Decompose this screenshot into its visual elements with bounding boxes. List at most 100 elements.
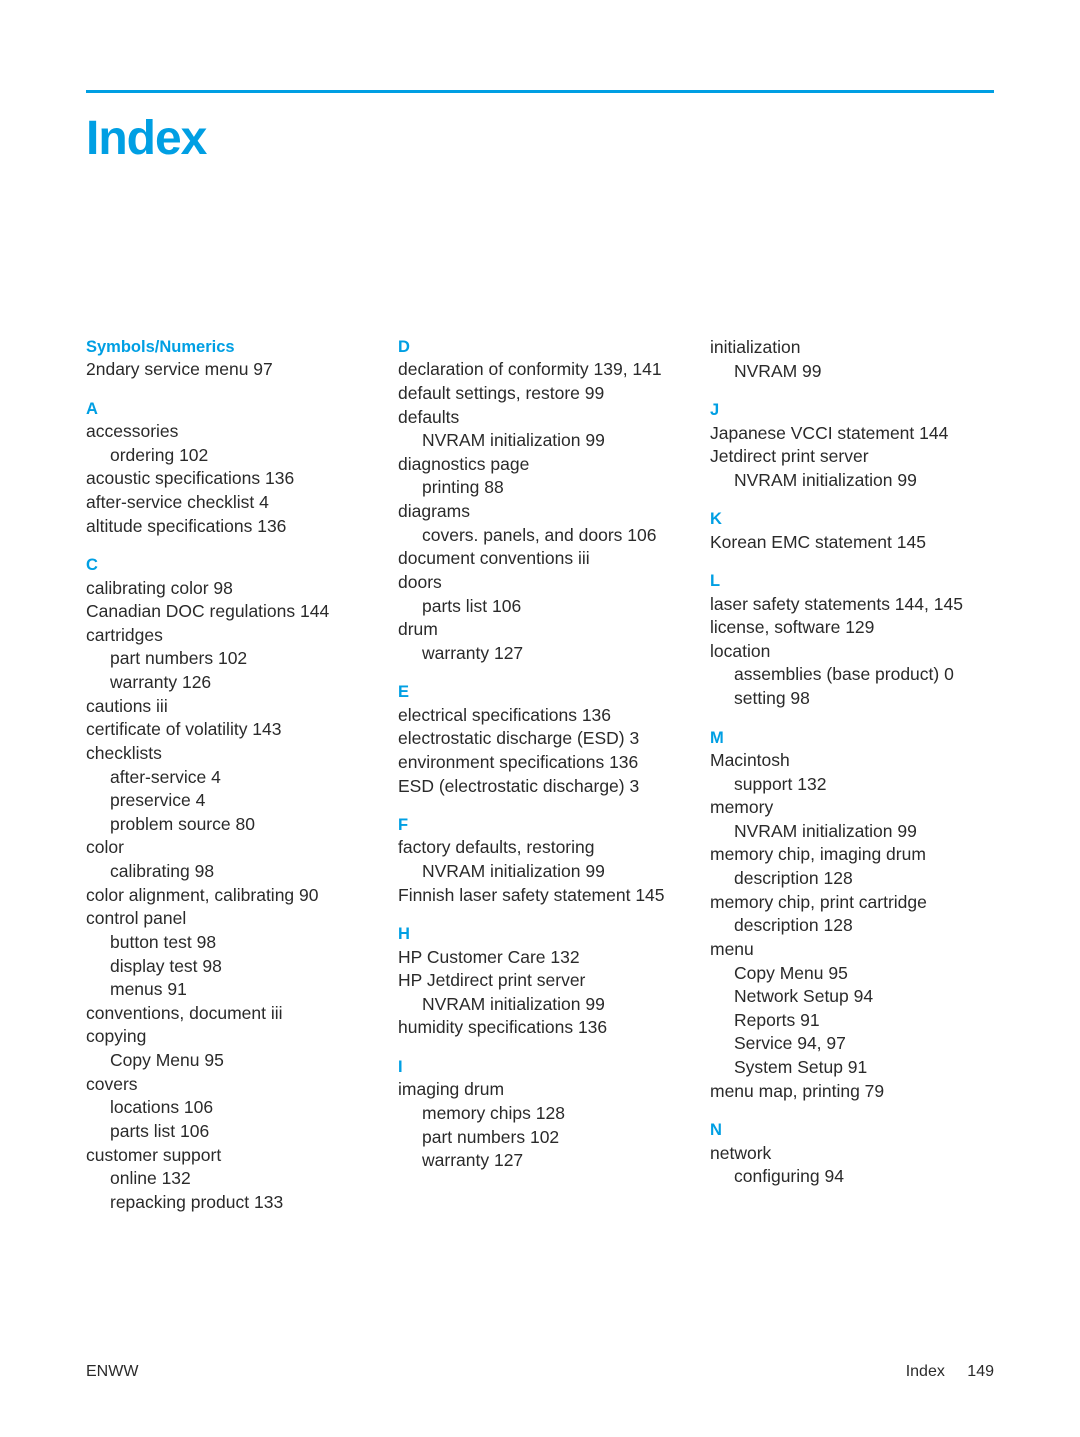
index-subentry: repacking product 133: [86, 1191, 370, 1215]
index-subentry: problem source 80: [86, 813, 370, 837]
index-entry: control panel: [86, 907, 370, 931]
index-entry: menu: [710, 938, 994, 962]
top-rule: [86, 90, 994, 93]
index-subentry: parts list 106: [86, 1120, 370, 1144]
index-subentry: warranty 127: [398, 642, 682, 666]
section-head-j: J: [710, 399, 994, 421]
index-entry: memory chip, print cartridge: [710, 891, 994, 915]
index-subentry: covers. panels, and doors 106: [398, 524, 682, 548]
index-entry: HP Jetdirect print server: [398, 969, 682, 993]
section-head-l: L: [710, 570, 994, 592]
section-head-c: C: [86, 554, 370, 576]
index-entry: menu map, printing 79: [710, 1080, 994, 1104]
index-entry: checklists: [86, 742, 370, 766]
index-subentry: part numbers 102: [398, 1126, 682, 1150]
index-subentry: ordering 102: [86, 444, 370, 468]
index-entry: Korean EMC statement 145: [710, 531, 994, 555]
index-subentry: NVRAM initialization 99: [398, 860, 682, 884]
index-subentry: memory chips 128: [398, 1102, 682, 1126]
index-entry: calibrating color 98: [86, 577, 370, 601]
index-page: Index Symbols/Numerics 2ndary service me…: [0, 0, 1080, 1214]
page-title: Index: [86, 111, 994, 166]
index-subentry: support 132: [710, 773, 994, 797]
index-entry: altitude specifications 136: [86, 515, 370, 539]
index-subentry: display test 98: [86, 955, 370, 979]
index-entry: electrical specifications 136: [398, 704, 682, 728]
index-entry: memory chip, imaging drum: [710, 843, 994, 867]
index-subentry: button test 98: [86, 931, 370, 955]
index-subentry: NVRAM initialization 99: [710, 469, 994, 493]
index-entry: Macintosh: [710, 749, 994, 773]
index-entry: memory: [710, 796, 994, 820]
index-subentry: Copy Menu 95: [710, 962, 994, 986]
index-entry: defaults: [398, 406, 682, 430]
index-subentry: System Setup 91: [710, 1056, 994, 1080]
index-entry: Canadian DOC regulations 144: [86, 600, 370, 624]
index-subentry: NVRAM 99: [710, 360, 994, 384]
index-entry: Japanese VCCI statement 144: [710, 422, 994, 446]
page-footer: ENWW Index 149: [86, 1363, 994, 1381]
index-subentry: configuring 94: [710, 1165, 994, 1189]
section-head-d: D: [398, 336, 682, 358]
index-entry: conventions, document iii: [86, 1002, 370, 1026]
index-subentry: description 128: [710, 867, 994, 891]
column-1: Symbols/Numerics 2ndary service menu 97 …: [86, 336, 370, 1214]
section-head-n: N: [710, 1119, 994, 1141]
index-subentry: online 132: [86, 1167, 370, 1191]
index-entry: color alignment, calibrating 90: [86, 884, 370, 908]
index-entry: diagnostics page: [398, 453, 682, 477]
index-entry: factory defaults, restoring: [398, 836, 682, 860]
index-subentry: after-service 4: [86, 766, 370, 790]
index-columns: Symbols/Numerics 2ndary service menu 97 …: [86, 336, 994, 1214]
index-subentry: assemblies (base product) 0: [710, 663, 994, 687]
index-entry: document conventions iii: [398, 547, 682, 571]
index-entry: certificate of volatility 143: [86, 718, 370, 742]
footer-right: Index 149: [906, 1363, 994, 1381]
index-subentry: NVRAM initialization 99: [398, 429, 682, 453]
index-entry: covers: [86, 1073, 370, 1097]
index-subentry: NVRAM initialization 99: [710, 820, 994, 844]
page-number: 149: [967, 1363, 994, 1380]
index-entry: after-service checklist 4: [86, 491, 370, 515]
index-entry: declaration of conformity 139, 141: [398, 358, 682, 382]
footer-left: ENWW: [86, 1363, 138, 1381]
index-entry: laser safety statements 144, 145: [710, 593, 994, 617]
section-head-i: I: [398, 1056, 682, 1078]
column-2: D declaration of conformity 139, 141 def…: [398, 336, 682, 1214]
index-entry: doors: [398, 571, 682, 595]
section-head-k: K: [710, 508, 994, 530]
index-subentry: Reports 91: [710, 1009, 994, 1033]
index-subentry: Copy Menu 95: [86, 1049, 370, 1073]
index-entry: customer support: [86, 1144, 370, 1168]
index-entry: cartridges: [86, 624, 370, 648]
index-subentry: warranty 127: [398, 1149, 682, 1173]
index-subentry: setting 98: [710, 687, 994, 711]
footer-index-label: Index: [906, 1363, 945, 1380]
index-subentry: warranty 126: [86, 671, 370, 695]
index-entry: network: [710, 1142, 994, 1166]
index-subentry: parts list 106: [398, 595, 682, 619]
index-entry: default settings, restore 99: [398, 382, 682, 406]
index-entry: imaging drum: [398, 1078, 682, 1102]
index-entry: drum: [398, 618, 682, 642]
section-head-m: M: [710, 727, 994, 749]
index-entry: ESD (electrostatic discharge) 3: [398, 775, 682, 799]
section-head-a: A: [86, 398, 370, 420]
index-subentry: calibrating 98: [86, 860, 370, 884]
index-subentry: Network Setup 94: [710, 985, 994, 1009]
index-entry: cautions iii: [86, 695, 370, 719]
index-subentry: menus 91: [86, 978, 370, 1002]
index-subentry: NVRAM initialization 99: [398, 993, 682, 1017]
index-entry: initialization: [710, 336, 994, 360]
index-entry: 2ndary service menu 97: [86, 358, 370, 382]
index-entry: Finnish laser safety statement 145: [398, 884, 682, 908]
index-subentry: description 128: [710, 914, 994, 938]
index-entry: humidity specifications 136: [398, 1016, 682, 1040]
index-entry: diagrams: [398, 500, 682, 524]
index-entry: license, software 129: [710, 616, 994, 640]
column-3: initialization NVRAM 99 J Japanese VCCI …: [710, 336, 994, 1214]
index-subentry: printing 88: [398, 476, 682, 500]
index-entry: acoustic specifications 136: [86, 467, 370, 491]
index-subentry: locations 106: [86, 1096, 370, 1120]
index-entry: location: [710, 640, 994, 664]
